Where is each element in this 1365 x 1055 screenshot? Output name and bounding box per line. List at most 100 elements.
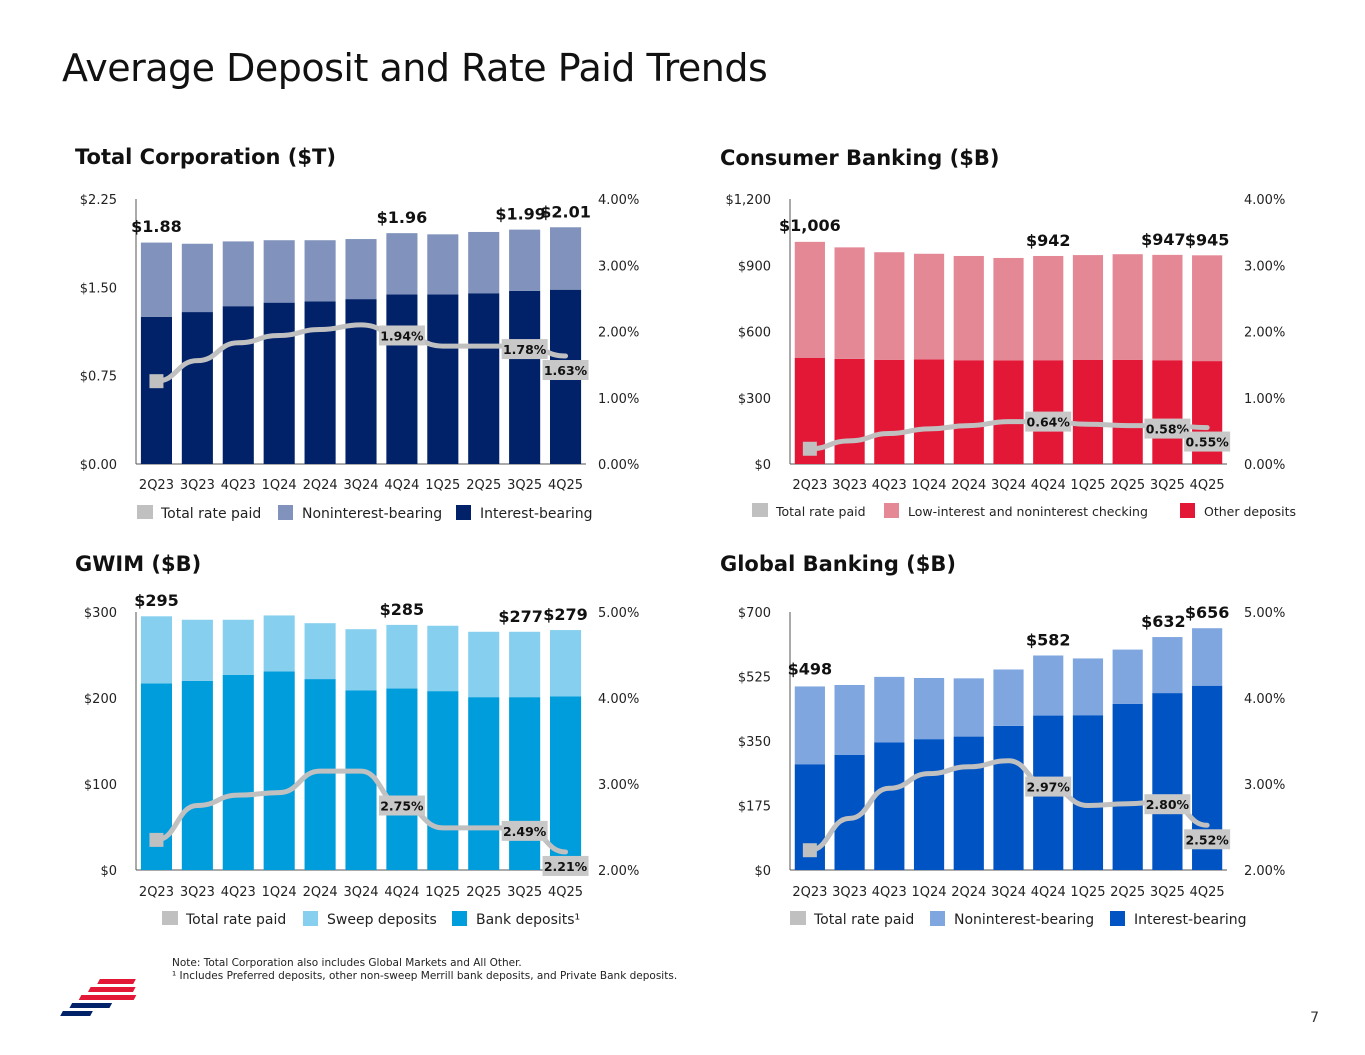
global-x-tick: 2Q24	[951, 885, 986, 900]
gwim-bar-total-label: $279	[543, 605, 588, 624]
total-bar-top	[345, 239, 377, 300]
global-x-tick: 3Q24	[991, 885, 1026, 900]
gwim-bar-top	[468, 631, 500, 698]
total-bar-top	[222, 241, 254, 307]
gwim-bar-top	[386, 624, 418, 689]
consumer-y-left-tick: $900	[738, 259, 771, 274]
consumer-rate-line	[807, 419, 1210, 452]
gwim-bar-bottom	[345, 690, 377, 870]
total-y-right-tick: 4.00%	[598, 193, 639, 208]
consumer-bar-top	[1192, 255, 1223, 362]
total-rate-label: 1.63%	[544, 363, 588, 378]
total-rate-label: 1.78%	[503, 342, 547, 357]
consumer-bar-total-label: $942	[1026, 231, 1071, 250]
global-x-tick: 4Q24	[1031, 885, 1066, 900]
total-legend-swatch	[456, 505, 471, 520]
consumer-bar-bottom	[953, 360, 984, 464]
gwim-bar-top	[263, 615, 295, 672]
consumer-bar-top	[834, 247, 865, 359]
total-x-tick: 4Q24	[384, 478, 419, 493]
global-x-tick: 1Q25	[1070, 885, 1105, 900]
consumer-bar-bottom	[834, 358, 865, 464]
consumer-rate-label: 0.55%	[1185, 435, 1229, 450]
total-y-right-tick: 0.00%	[598, 458, 639, 473]
gwim-rate-label: 2.21%	[544, 859, 588, 874]
total-x-tick: 1Q25	[425, 478, 460, 493]
gwim-bar-total-label: $295	[134, 591, 179, 610]
gwim-bar-top	[140, 616, 172, 684]
consumer-bar-total-label: $947	[1141, 230, 1186, 249]
global-bar-top	[1033, 655, 1064, 716]
total-x-tick: 4Q25	[548, 478, 583, 493]
global-y-left-tick: $175	[738, 800, 771, 815]
consumer-x-tick: 3Q24	[991, 478, 1026, 493]
global-y-left-tick: $525	[738, 671, 771, 686]
gwim-bar-top	[509, 631, 541, 698]
global-x-tick: 3Q25	[1150, 885, 1185, 900]
consumer-bar-top	[794, 241, 825, 358]
total-bar-bottom	[140, 316, 172, 464]
consumer-bar-top	[993, 257, 1024, 361]
total-bar-top	[427, 234, 459, 295]
global-rate-line	[807, 758, 1210, 853]
consumer-y-left-tick: $1,200	[726, 193, 772, 208]
gwim-x-tick: 3Q23	[180, 885, 215, 900]
total-legend-label: Interest-bearing	[480, 506, 593, 522]
total-legend-swatch	[278, 505, 293, 520]
gwim-y-right-tick: 5.00%	[598, 606, 639, 621]
consumer-y-right-tick: 0.00%	[1244, 458, 1285, 473]
gwim-legend-label: Sweep deposits	[327, 912, 437, 928]
total-x-tick: 3Q24	[343, 478, 378, 493]
global-bar-top	[1152, 637, 1183, 694]
total-x-tick: 4Q23	[221, 478, 256, 493]
global-y-left-tick: $0	[754, 864, 771, 879]
gwim-rate-label-box	[542, 855, 589, 876]
gwim-y-right-tick: 4.00%	[598, 692, 639, 707]
total-bar-total-label: $1.99	[495, 205, 546, 224]
consumer-bar-bottom	[913, 359, 945, 464]
gwim-legend-swatch	[452, 911, 467, 926]
total-bar-total-label: $2.01	[540, 202, 591, 221]
gwim-x-tick: 4Q23	[221, 885, 256, 900]
global-bar-bottom	[1152, 693, 1183, 870]
total-rate-label-box	[542, 360, 589, 381]
global-bar-top	[913, 677, 945, 740]
gwim-x-tick: 3Q24	[343, 885, 378, 900]
consumer-y-left-tick: $300	[738, 392, 771, 407]
consumer-bar-top	[913, 253, 945, 360]
global-bar-top	[1112, 649, 1143, 704]
global-legend-label: Total rate paid	[813, 912, 914, 928]
gwim-y-right-tick: 2.00%	[598, 864, 639, 879]
global-x-tick: 3Q23	[832, 885, 867, 900]
consumer-rate-label: 0.64%	[1027, 415, 1071, 430]
total-bar-bottom	[181, 312, 213, 464]
gwim-bar-bottom	[550, 696, 582, 870]
total-legend-label: Total rate paid	[160, 506, 261, 522]
gwim-rate-label: 2.75%	[380, 799, 424, 814]
consumer-bar-top	[1072, 255, 1104, 360]
consumer-y-right-tick: 4.00%	[1244, 193, 1285, 208]
consumer-bar-total-label: $945	[1185, 230, 1230, 249]
global-bar-bottom	[1072, 715, 1104, 870]
global-x-tick: 2Q25	[1110, 885, 1145, 900]
gwim-x-tick: 2Q23	[139, 885, 174, 900]
total-y-left-tick: $2.25	[80, 193, 117, 208]
total-chart: $0.00 $0.75 $1.50 $2.25 0.00% 1.00% 2.00% 3.00%…	[80, 193, 640, 522]
global-bar-total-label: $632	[1141, 612, 1186, 631]
bank-flag-logo-icon	[60, 979, 137, 1016]
total-bar-bottom	[427, 294, 459, 464]
global-bar-total-label: $656	[1185, 603, 1230, 622]
gwim-y-left-tick: $100	[84, 778, 117, 793]
total-bar-bottom	[304, 301, 336, 464]
gwim-y-left-tick: $0	[100, 864, 117, 879]
gwim-bar-bottom	[468, 697, 500, 870]
gwim-bar-total-label: $285	[380, 600, 425, 619]
global-x-tick: 1Q24	[912, 885, 947, 900]
consumer-bar-top	[874, 252, 905, 360]
total-corporation-chart-title: Total Corporation ($T)	[75, 145, 336, 169]
total-y-left-tick: $0.00	[80, 458, 117, 473]
gwim-rate-label-box	[378, 795, 425, 816]
consumer-y-right-tick: 2.00%	[1244, 326, 1285, 341]
consumer-x-tick: 4Q24	[1031, 478, 1066, 493]
total-bar-top	[468, 231, 500, 294]
